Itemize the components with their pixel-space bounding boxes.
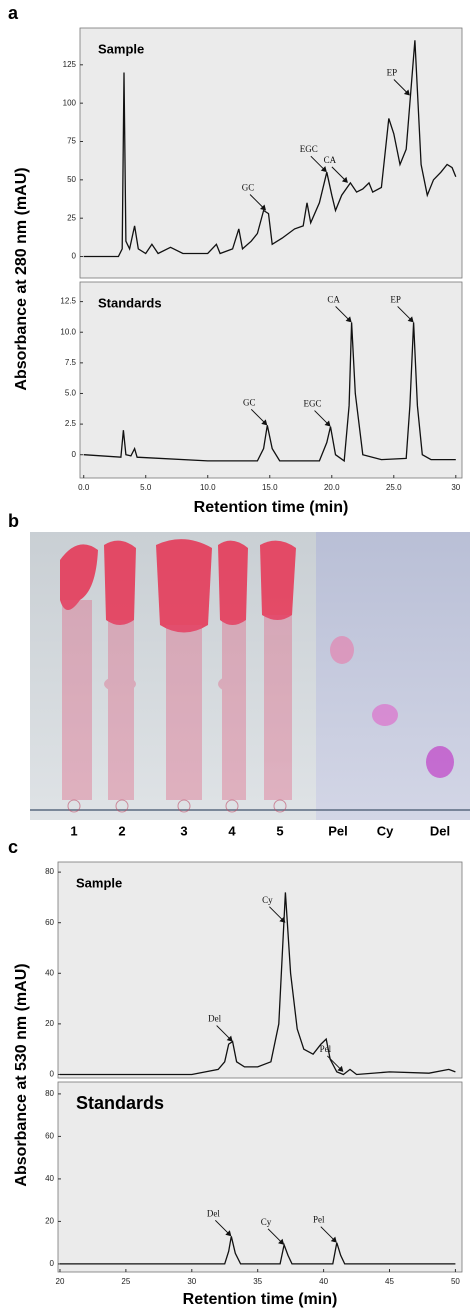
annotation: GC [242, 183, 255, 193]
plot-area [57, 861, 463, 1079]
lane-label: 4 [228, 823, 236, 838]
lane-label: Del [430, 823, 450, 838]
x-tick-label: 20.0 [324, 483, 340, 492]
y-tick-label: 12.5 [60, 297, 76, 306]
x-tick-label: 25.0 [386, 483, 402, 492]
x-tick-label: 40 [319, 1277, 328, 1286]
annotation: Pel [320, 1044, 332, 1054]
trace [60, 1236, 456, 1265]
arrow-head [320, 166, 327, 173]
lane-label: 3 [180, 823, 187, 838]
panel-label: a [8, 3, 19, 23]
y-tick-label: 10.0 [60, 327, 76, 336]
lane-label: Pel [328, 823, 348, 838]
arrow-head [341, 176, 348, 183]
y-tick-label: 20 [45, 1217, 54, 1226]
arrow-head [225, 1230, 232, 1237]
annotation: Pel [313, 1215, 325, 1225]
annotation: EP [390, 294, 401, 304]
y-tick-label: 75 [67, 137, 76, 146]
y-tick-label: 125 [63, 60, 77, 69]
tlc-plate [30, 532, 470, 820]
y-axis-label: Absorbance at 530 nm (mAU) [13, 963, 30, 1186]
y-tick-label: 80 [45, 1089, 54, 1098]
arrow-head [324, 420, 331, 427]
annotation: CA [327, 294, 340, 304]
annotation: EGC [300, 144, 318, 154]
y-tick-label: 50 [67, 175, 76, 184]
x-tick-label: 30 [187, 1277, 196, 1286]
x-axis-label: Retention time (min) [194, 499, 349, 516]
x-tick-label: 45 [385, 1277, 394, 1286]
lane-label: 2 [118, 823, 125, 838]
arrow-head [226, 1035, 233, 1042]
plot-area [57, 1081, 463, 1273]
arrow-head [330, 1236, 337, 1243]
x-tick-label: 50 [451, 1277, 460, 1286]
lane-label: 1 [70, 823, 77, 838]
arrow-head [403, 89, 410, 96]
chart-title: Standards [98, 295, 162, 310]
y-tick-label: 0 [72, 450, 77, 459]
x-tick-label: 30 [451, 483, 460, 492]
annotation: Del [207, 1208, 220, 1218]
y-tick-label: 100 [63, 98, 77, 107]
y-tick-label: 80 [45, 867, 54, 876]
x-tick-label: 20 [56, 1277, 65, 1286]
y-tick-label: 40 [45, 1174, 54, 1183]
x-tick-label: 10.0 [200, 483, 216, 492]
y-axis-label: Absorbance at 280 nm (mAU) [13, 167, 30, 390]
y-tick-label: 60 [45, 918, 54, 927]
panel-label: c [8, 837, 18, 857]
trace [83, 322, 456, 463]
y-tick-label: 5.0 [65, 389, 77, 398]
arrow-head [261, 419, 268, 426]
chart-title: Sample [98, 41, 144, 56]
y-tick-label: 2.5 [65, 419, 77, 428]
plot-area [79, 281, 463, 479]
y-tick-label: 7.5 [65, 358, 77, 367]
arrow-head [279, 916, 286, 923]
x-axis-label: Retention time (min) [183, 1291, 338, 1308]
annotation: GC [243, 397, 256, 407]
arrow-head [278, 1238, 285, 1245]
annotation: Cy [262, 895, 273, 905]
x-tick-label: 0.0 [78, 483, 90, 492]
y-tick-label: 0 [50, 1259, 55, 1268]
lane-label: 5 [276, 823, 283, 838]
y-tick-label: 20 [45, 1019, 54, 1028]
chart-title: Sample [76, 875, 122, 890]
arrow-head [337, 1065, 344, 1072]
annotation: EP [387, 68, 398, 78]
annotation: Del [208, 1014, 221, 1024]
y-tick-label: 25 [67, 213, 76, 222]
x-tick-label: 35 [253, 1277, 262, 1286]
trace [83, 40, 457, 258]
annotation: CA [324, 155, 337, 165]
x-tick-label: 5.0 [140, 483, 152, 492]
arrow-head [260, 204, 267, 211]
arrow-head [407, 316, 414, 323]
x-tick-label: 15.0 [262, 483, 278, 492]
annotation: EGC [304, 399, 322, 409]
annotation: Cy [261, 1217, 272, 1227]
trace [60, 892, 456, 1076]
y-tick-label: 0 [72, 252, 77, 261]
y-tick-label: 0 [50, 1070, 55, 1079]
lane-label: Cy [377, 823, 394, 838]
chart-title: Standards [76, 1093, 164, 1113]
y-tick-label: 60 [45, 1132, 54, 1141]
x-tick-label: 25 [121, 1277, 130, 1286]
arrow-head [345, 316, 352, 323]
y-tick-label: 40 [45, 968, 54, 977]
panel-label: b [8, 511, 19, 531]
